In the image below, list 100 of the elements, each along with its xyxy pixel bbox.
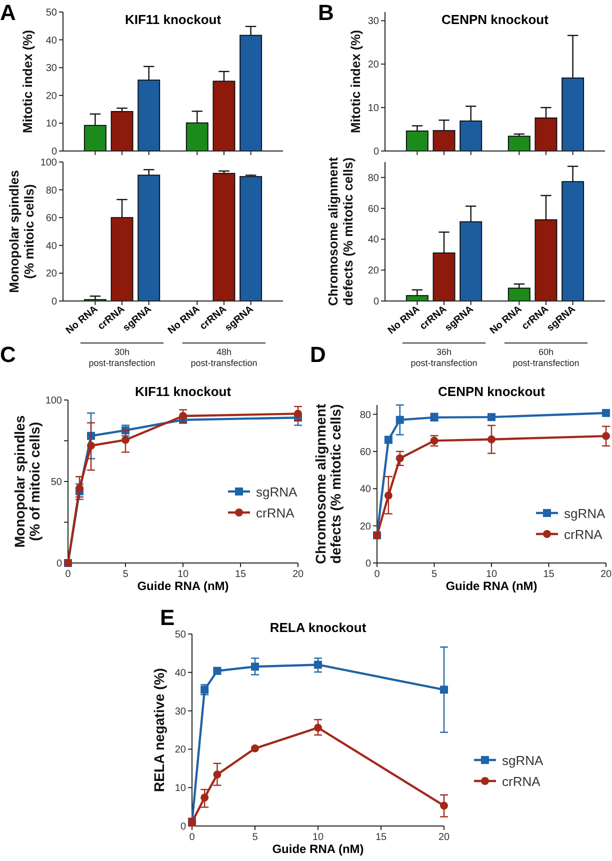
y-tick-label: 10	[368, 103, 380, 114]
y-axis-title: Chromosome alignment defects (% mitotic cells)	[312, 404, 344, 564]
chart-title: KIF11 knockout	[134, 384, 232, 399]
point	[314, 660, 322, 669]
y-tick-label: 20	[368, 60, 380, 71]
y-tick-label: 0	[51, 146, 58, 158]
point	[602, 408, 610, 417]
chart-title: RELA knockout	[270, 620, 367, 635]
point	[602, 432, 610, 440]
y-axis-title: Chromosome alignment defects (% mitotic cells)	[326, 156, 356, 306]
y-tick-label: 30	[368, 16, 380, 28]
y-tick-label: 0	[51, 296, 58, 308]
legend-label: crRNA	[564, 527, 603, 542]
y-tick-label: 40	[360, 484, 372, 496]
y-tick-label: 50	[46, 8, 58, 18]
y-tick-label: 100	[45, 396, 62, 406]
y-axis-title: Mitotic index (%)	[20, 30, 35, 134]
x-tick-label: 10	[486, 569, 498, 580]
y-tick-label: 20	[174, 744, 186, 756]
x-tick-label: 20	[438, 832, 450, 843]
text: No RNA	[386, 304, 422, 337]
x-tick-label: 20	[292, 569, 304, 580]
x-tick-label: 0	[189, 832, 196, 843]
point	[488, 413, 496, 422]
y-tick-label: 0	[56, 558, 62, 570]
point	[200, 794, 209, 802]
y-tick-label: 20	[46, 90, 58, 102]
text: No RNA	[64, 304, 100, 337]
bar	[508, 136, 530, 152]
y-tick-label: 40	[174, 668, 186, 679]
y-axis-title: Monopolar spindles (% mitoic cells)	[6, 170, 36, 293]
y-tick-label: 40	[368, 234, 380, 246]
y-tick-label: 20	[368, 266, 380, 277]
x-tick-label: 15	[234, 569, 246, 580]
y-tick-label: 80	[368, 172, 380, 184]
point	[213, 770, 222, 779]
point	[251, 662, 259, 671]
bar	[406, 130, 428, 152]
y-axis-title: Monopolar spindles (% of mitoic cells)	[12, 415, 42, 548]
legend-label: sgRNA	[256, 484, 298, 500]
x-tick-label: 0	[65, 569, 72, 580]
x-axis-title: Guide RNA (nM)	[272, 842, 364, 856]
y-tick-label: 60	[46, 213, 58, 224]
bar	[212, 172, 236, 302]
point	[440, 802, 448, 810]
legend-label: crRNA	[502, 774, 541, 789]
chart-title: CENPN knockout	[442, 12, 550, 27]
x-tick-label: 5	[431, 569, 438, 580]
text: No RNA	[166, 304, 202, 337]
x-axis-title: Guide RNA (nM)	[446, 579, 538, 593]
legend-label: sgRNA	[564, 506, 606, 521]
x-tick-label: 48h post-transfection	[190, 347, 258, 368]
y-tick-label: 50	[50, 477, 62, 488]
x-tick-label: 20	[600, 569, 612, 580]
y-tick-label: 0	[180, 822, 186, 832]
y-tick-label: 60	[360, 446, 372, 458]
y-tick-label: 0	[365, 558, 372, 570]
y-tick-label: 20	[360, 521, 372, 532]
text: D	[310, 342, 326, 367]
point	[122, 436, 130, 444]
y-tick-label: 10	[46, 118, 58, 130]
point	[76, 484, 84, 492]
point	[87, 442, 95, 450]
x-tick-label: 5	[122, 569, 129, 580]
x-tick-label: 10	[312, 832, 324, 843]
x-tick-label: 36h post-transfection	[410, 347, 478, 368]
y-tick-label: 50	[174, 630, 186, 640]
y-tick-label: 20	[46, 268, 58, 280]
point	[396, 454, 404, 462]
text: B	[318, 0, 334, 25]
text: A	[0, 0, 16, 25]
point	[396, 416, 404, 424]
y-tick-label: 60	[368, 204, 380, 215]
y-tick-label: 40	[46, 240, 58, 252]
text: No RNA	[488, 304, 524, 337]
point	[294, 410, 302, 418]
bar	[508, 288, 530, 302]
x-axis-title: Guide RNA (nM)	[137, 579, 229, 593]
y-tick-label: 30	[174, 706, 186, 718]
x-tick-label: 5	[252, 832, 258, 843]
point	[251, 744, 259, 752]
text: E	[160, 605, 175, 630]
chart-title: KIF11 knockout	[124, 12, 222, 27]
legend-label: crRNA	[256, 506, 295, 520]
y-tick-label: 0	[373, 296, 380, 308]
x-tick-label: 60h post-transfection	[512, 347, 580, 368]
chart-title: CENPN knockout	[438, 384, 546, 399]
x-tick-label: 15	[375, 832, 387, 843]
y-tick-label: 0	[373, 146, 380, 158]
point	[440, 686, 448, 694]
bar	[240, 176, 262, 302]
point	[314, 724, 322, 732]
y-tick-label: 80	[360, 410, 372, 421]
y-tick-label: 30	[46, 63, 58, 74]
y-axis-title: Mitotic index (%)	[348, 30, 363, 134]
text: C	[0, 342, 16, 367]
point	[179, 412, 187, 420]
x-tick-label: 30h post-transfection	[88, 347, 156, 368]
y-tick-label: 100	[40, 158, 58, 168]
legend-label: sgRNA	[502, 753, 544, 768]
